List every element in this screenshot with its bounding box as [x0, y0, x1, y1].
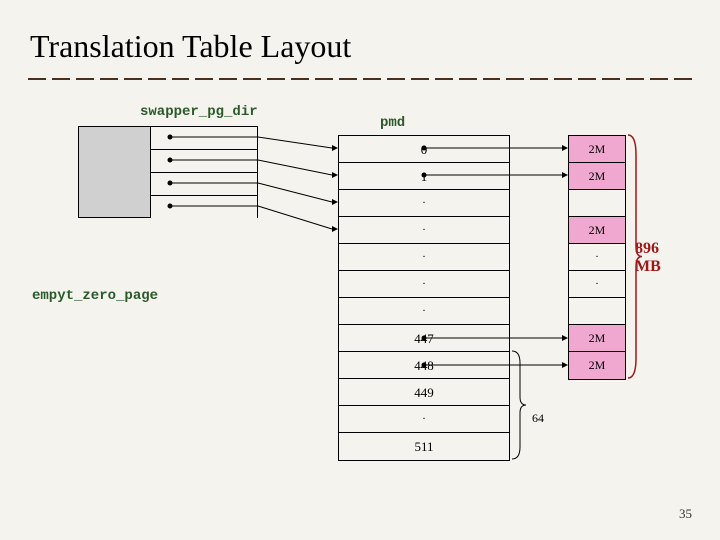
pgdir-row	[151, 196, 257, 219]
sixtyfour-label: 64	[532, 411, 544, 426]
memory-row	[569, 190, 625, 217]
pgdir-table	[150, 126, 258, 218]
pmd-row: .	[339, 217, 509, 244]
memory-row: 2M	[569, 217, 625, 244]
slide-number: 35	[679, 506, 692, 522]
pmd-label: pmd	[380, 115, 405, 131]
pmd-row: .	[339, 406, 509, 433]
memory-row: 2M	[569, 325, 625, 352]
pmd-row: 511	[339, 433, 509, 460]
pmd-row: 449	[339, 379, 509, 406]
slide-title: Translation Table Layout	[30, 28, 351, 65]
memory-row: .	[569, 244, 625, 271]
pgdir-row	[151, 173, 257, 196]
size-label: 896MB	[635, 240, 661, 275]
pmd-table: 01.....447448449.511	[338, 135, 510, 461]
swapper-pgdir-label: swapper_pg_dir	[140, 104, 258, 120]
memory-row: 2M	[569, 136, 625, 163]
title-divider	[28, 78, 692, 80]
pmd-row: .	[339, 244, 509, 271]
pmd-row: 447	[339, 325, 509, 352]
pmd-row: 1	[339, 163, 509, 190]
pmd-row: 448	[339, 352, 509, 379]
memory-row	[569, 298, 625, 325]
memory-row: 2M	[569, 163, 625, 190]
memory-row: .	[569, 271, 625, 298]
pmd-row: .	[339, 190, 509, 217]
pmd-row: .	[339, 298, 509, 325]
empyt-zero-page-label: empyt_zero_page	[32, 288, 158, 304]
pgdir-row	[151, 127, 257, 150]
pgdir-row	[151, 150, 257, 173]
pmd-row: .	[339, 271, 509, 298]
memory-row: 2M	[569, 352, 625, 379]
memory-table: 2M2M2M..2M2M	[568, 135, 626, 380]
pmd-row: 0	[339, 136, 509, 163]
